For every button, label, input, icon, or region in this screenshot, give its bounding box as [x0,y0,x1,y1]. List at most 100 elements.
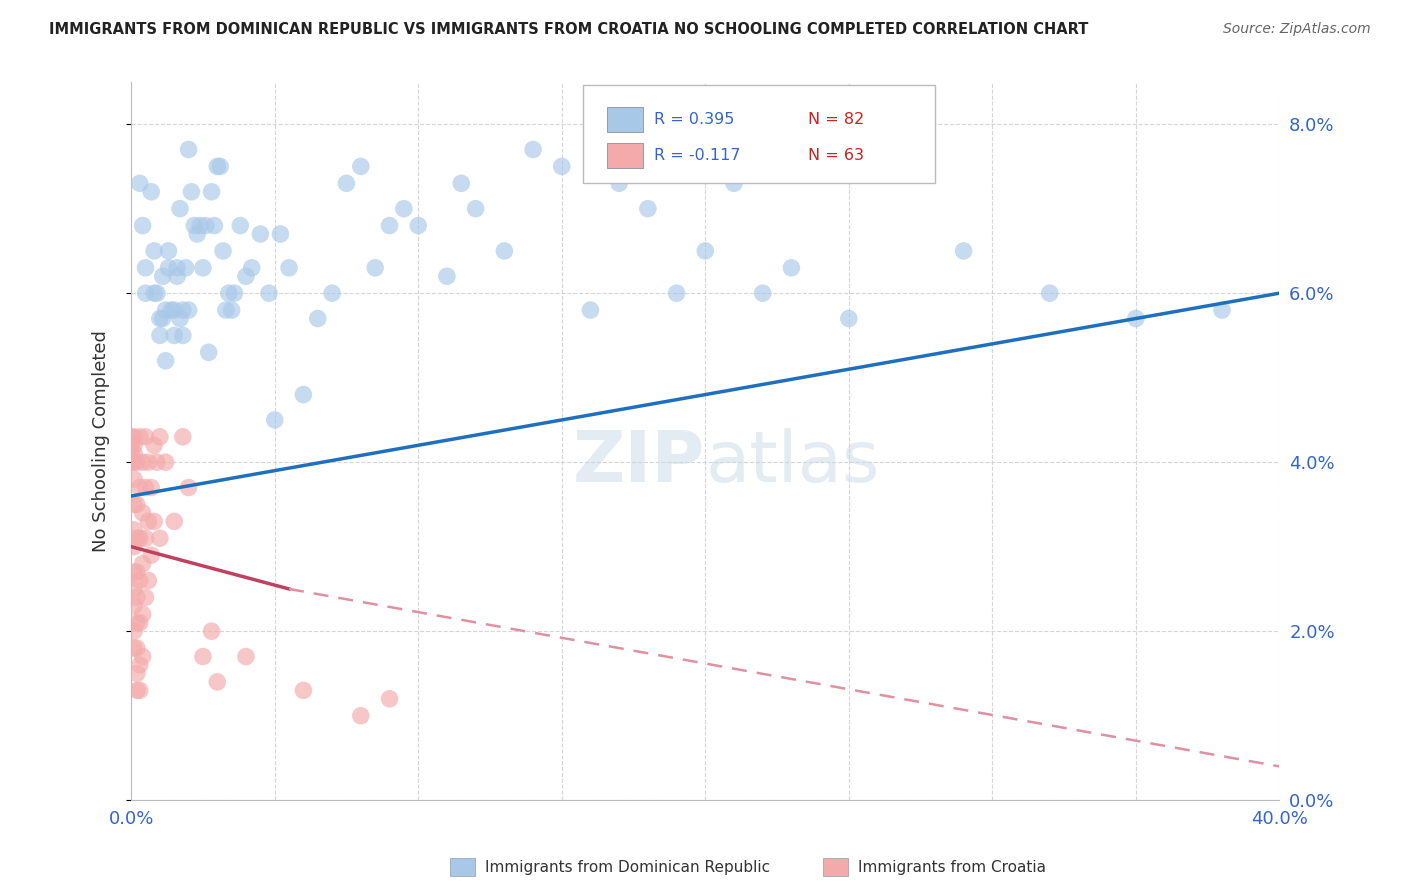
Point [229,219,252,233]
Point [218,286,240,301]
Point [122,565,145,579]
Point [120,430,142,444]
Point [122,624,145,639]
Point [522,143,544,157]
Point [464,202,486,216]
Point [235,649,257,664]
Point [155,455,177,469]
Point [235,269,257,284]
Point [128,531,150,545]
Point [838,311,860,326]
Point [551,160,574,174]
Point [1125,311,1147,326]
Point [780,260,803,275]
Point [141,481,163,495]
Point [122,472,145,486]
Point [122,641,145,656]
Point [149,430,172,444]
Point [191,649,214,664]
Point [125,531,148,545]
Point [166,260,188,275]
Point [134,591,156,605]
Point [122,582,145,596]
Point [143,438,166,452]
Point [224,286,246,301]
Point [292,387,315,401]
Point [128,177,150,191]
Point [896,160,918,174]
Point [134,260,156,275]
Text: R = -0.117: R = -0.117 [654,148,741,162]
Point [249,227,271,241]
Point [177,481,200,495]
Point [134,286,156,301]
Text: atlas: atlas [706,428,880,497]
Point [138,514,160,528]
Point [120,438,142,452]
Point [134,481,156,495]
Point [134,430,156,444]
Text: IMMIGRANTS FROM DOMINICAN REPUBLIC VS IMMIGRANTS FROM CROATIA NO SCHOOLING COMPL: IMMIGRANTS FROM DOMINICAN REPUBLIC VS IM… [49,22,1088,37]
Point [138,455,160,469]
Point [125,591,148,605]
Point [183,219,205,233]
Point [378,219,401,233]
Point [122,523,145,537]
Point [149,328,172,343]
Point [169,202,191,216]
Text: ZIP: ZIP [574,428,706,497]
Point [1039,286,1062,301]
Point [146,286,169,301]
Point [257,286,280,301]
Point [157,260,180,275]
Point [174,260,197,275]
Text: Immigrants from Dominican Republic: Immigrants from Dominican Republic [485,860,770,874]
Point [321,286,343,301]
Point [221,303,243,318]
Point [125,641,148,656]
Point [131,455,153,469]
Point [152,311,174,326]
Point [163,514,186,528]
Point [215,303,238,318]
Point [125,615,148,630]
Point [335,177,357,191]
Point [177,303,200,318]
Point [202,219,225,233]
Point [378,691,401,706]
Point [125,455,148,469]
Point [163,303,186,318]
Point [607,177,630,191]
Text: Immigrants from Croatia: Immigrants from Croatia [858,860,1046,874]
Point [131,607,153,622]
Point [152,269,174,284]
Point [350,708,373,723]
Point [1211,303,1233,318]
Point [278,260,301,275]
Y-axis label: No Schooling Completed: No Schooling Completed [93,330,110,552]
Point [128,615,150,630]
Point [392,202,415,216]
Point [200,185,222,199]
Point [143,244,166,258]
Point [194,219,217,233]
Point [364,260,387,275]
Point [131,557,153,571]
Point [177,143,200,157]
Point [263,413,285,427]
Point [637,202,659,216]
Point [269,227,291,241]
Point [157,244,180,258]
Point [723,177,745,191]
Point [120,447,142,461]
Point [169,311,191,326]
Text: N = 63: N = 63 [808,148,865,162]
Point [122,540,145,554]
Point [808,160,831,174]
Point [122,599,145,613]
Text: Source: ZipAtlas.com: Source: ZipAtlas.com [1223,22,1371,37]
Point [292,683,315,698]
Point [128,683,150,698]
Point [134,531,156,545]
Text: R = 0.395: R = 0.395 [654,112,734,127]
